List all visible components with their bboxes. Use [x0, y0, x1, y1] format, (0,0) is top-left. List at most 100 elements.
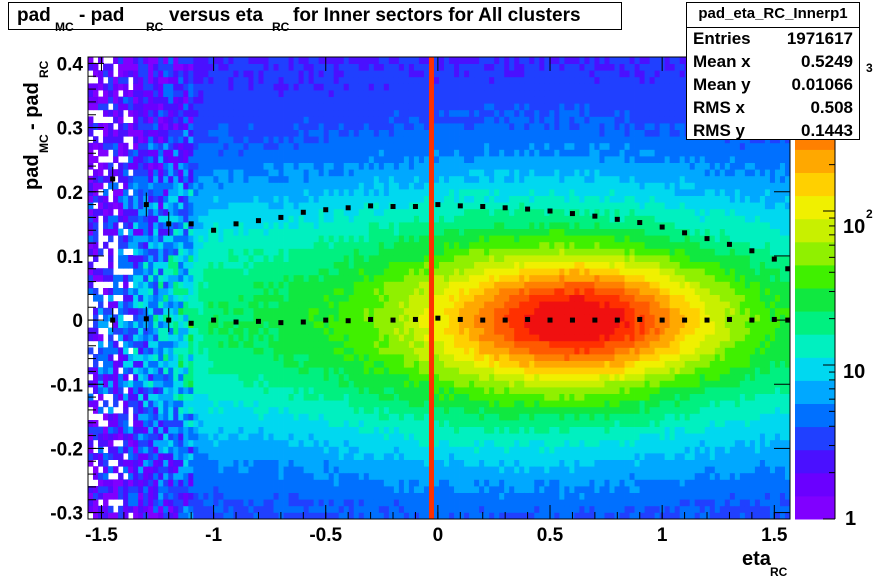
heat-cell [253, 235, 259, 243]
heat-cell [318, 472, 325, 480]
heat-cell [193, 70, 199, 78]
heat-cell [373, 439, 380, 447]
heat-cell [293, 123, 299, 130]
heat-cell [293, 466, 299, 474]
heat-cell [303, 142, 310, 150]
heat-cell [178, 109, 184, 117]
heat-cell [253, 367, 259, 375]
heat-cell [333, 301, 340, 309]
heat-cell [439, 274, 445, 282]
heat-cell [223, 479, 229, 487]
heat-cell [423, 90, 430, 97]
heat-cell [243, 466, 249, 474]
heat-cell [403, 235, 410, 243]
heat-cell [238, 116, 244, 124]
heat-cell [388, 274, 395, 282]
heat-cell [408, 459, 415, 467]
heat-cell [143, 505, 149, 513]
heat-cell [449, 103, 455, 111]
heat-cell [333, 466, 340, 474]
heat-cell [243, 340, 249, 348]
heat-cell [163, 367, 169, 375]
heat-cell [248, 387, 254, 394]
heat-cell [163, 354, 169, 361]
heat-cell [323, 321, 330, 328]
heat-cell [388, 433, 395, 441]
heat-cell [413, 142, 420, 150]
heat-cell [433, 393, 440, 401]
heat-cell [428, 439, 435, 447]
heat-cell [348, 57, 355, 64]
heat-cell [233, 182, 239, 190]
heat-cell [188, 116, 194, 124]
heat-cell [268, 241, 274, 249]
heat-cell [188, 505, 194, 513]
heat-cell [418, 367, 425, 375]
heat-cell [328, 453, 335, 460]
heat-cell [233, 439, 239, 447]
heat-cell [358, 400, 365, 408]
heat-cell [253, 96, 259, 104]
heat-cell [373, 294, 380, 302]
heat-cell [433, 373, 440, 381]
heat-cell [433, 261, 440, 269]
heat-cell [118, 433, 124, 441]
heat-cell [333, 149, 340, 157]
heat-cell [388, 360, 395, 368]
heat-cell [378, 499, 385, 507]
heat-cell [263, 109, 269, 117]
heat-cell [138, 76, 144, 84]
heat-cell [88, 334, 94, 342]
heat-cell [423, 439, 430, 447]
heat-cell [348, 96, 355, 104]
heat-cell [218, 268, 224, 276]
heat-cell [293, 116, 299, 124]
heat-cell [303, 426, 310, 434]
heat-cell [283, 123, 289, 130]
heat-cell [123, 433, 129, 441]
heat-cell [313, 354, 320, 361]
heat-cell [173, 387, 179, 394]
heat-cell [188, 162, 194, 170]
heat-cell [444, 479, 450, 487]
heat-cell [328, 123, 335, 130]
heat-cell [449, 129, 455, 137]
heat-cell [408, 195, 415, 203]
heat-cell [233, 426, 239, 434]
heat-cell [203, 301, 209, 309]
heat-cell [133, 202, 139, 210]
heat-cell [248, 162, 254, 170]
heat-cell [268, 406, 274, 414]
heat-cell [273, 314, 279, 322]
heat-cell [188, 241, 194, 249]
heat-cell [398, 136, 405, 144]
heat-cell [308, 387, 315, 394]
heat-cell [228, 360, 234, 368]
heat-cell [148, 274, 154, 282]
heat-cell [433, 90, 440, 97]
heat-cell [218, 175, 224, 183]
heat-cell [283, 393, 289, 401]
heat-cell [328, 109, 335, 117]
heat-cell [218, 479, 224, 487]
heat-cell [303, 235, 310, 243]
heat-cell [408, 354, 415, 361]
heat-cell [363, 123, 370, 130]
heat-cell [323, 433, 330, 441]
heat-cell [444, 281, 450, 289]
heat-cell [178, 63, 184, 71]
heat-cell [138, 288, 144, 295]
heat-cell [208, 512, 214, 520]
heat-cell [449, 195, 455, 203]
heat-cell [248, 294, 254, 302]
heat-cell [338, 162, 345, 170]
heat-cell [98, 393, 104, 401]
heat-cell [258, 215, 264, 223]
heat-cell [293, 492, 299, 500]
heat-cell [353, 360, 360, 368]
heat-cell [303, 255, 310, 262]
heat-cell [313, 334, 320, 342]
heat-cell [449, 459, 455, 467]
heat-cell [203, 446, 209, 454]
heat-cell [328, 83, 335, 91]
